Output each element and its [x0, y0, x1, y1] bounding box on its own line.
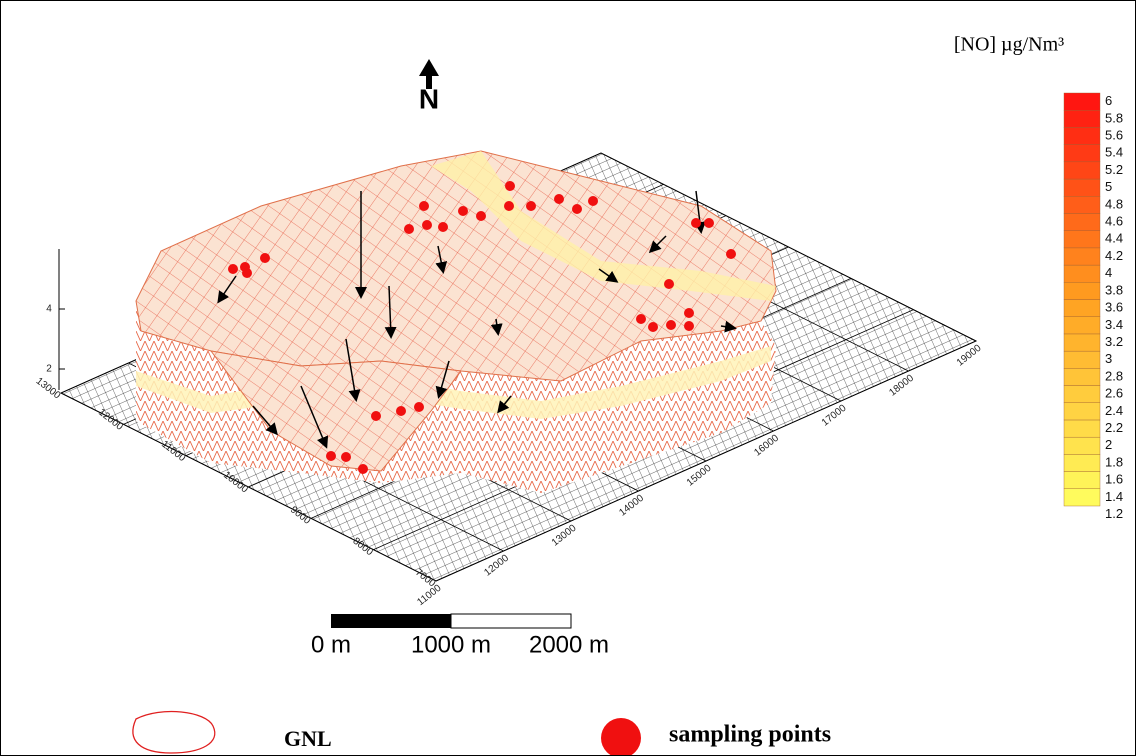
colorbar-label: 2.8: [1105, 368, 1123, 383]
north-label: N: [419, 83, 439, 114]
colorbar-cell: [1063, 144, 1101, 163]
z-tick-label: 4: [46, 304, 52, 315]
scale-label: 2000 m: [529, 631, 609, 658]
grid-line: [435, 340, 977, 582]
colorbar-cell: [1063, 110, 1101, 128]
legend-gnl-shape: [132, 710, 216, 754]
colorbar-label: 3.8: [1105, 282, 1123, 297]
colorbar-cell: [1063, 333, 1101, 352]
colorbar-label: 3.2: [1105, 334, 1123, 349]
colorbar-label: 1.6: [1105, 472, 1123, 487]
wind-arrows: [217, 190, 737, 449]
colorbar-cell: [1063, 161, 1101, 180]
colorbar-cell: [1063, 213, 1101, 231]
colorbar-label: 1.2: [1105, 506, 1123, 521]
colorbar-label: 4.6: [1105, 214, 1123, 229]
scale-bar-white: [450, 613, 572, 629]
legend-point: [601, 718, 641, 755]
colorbar-label: 5.2: [1105, 162, 1123, 177]
colorbar-cell: [1063, 454, 1101, 472]
colorbar-cell: [1063, 471, 1101, 489]
y-tick-label: 13000: [34, 376, 63, 402]
colorbar-cell: [1063, 402, 1101, 421]
colorbar-cell: [1063, 385, 1101, 403]
colorbar-cell: [1063, 178, 1101, 197]
colorbar-cell: [1063, 127, 1101, 145]
sampling-points: [228, 181, 736, 474]
chart-title: [NO] µg/Nm³: [954, 34, 1064, 56]
colorbar-label: 5: [1105, 179, 1112, 194]
colorbar-label: 6: [1105, 93, 1112, 108]
colorbar-label: 4.4: [1105, 231, 1123, 246]
legend-label: sampling points: [669, 722, 831, 748]
scale-label: 1000 m: [411, 631, 491, 658]
colorbar-label: 5.4: [1105, 145, 1123, 160]
colorbar-label: 3.6: [1105, 300, 1123, 315]
colorbar-label: 2.2: [1105, 420, 1123, 435]
scale-label: 0 m: [311, 631, 351, 658]
north-arrow: [419, 59, 439, 89]
colorbar-label: 2: [1105, 437, 1112, 452]
colorbar-cell: [1063, 92, 1101, 111]
colorbar-label: 3.4: [1105, 317, 1123, 332]
colorbar-label: 5.6: [1105, 127, 1123, 142]
colorbar-cell: [1063, 368, 1101, 386]
colorbar-cell: [1063, 419, 1101, 438]
colorbar-label: 1.4: [1105, 489, 1123, 504]
z-tick-label: 2: [46, 364, 52, 375]
colorbar-cell: [1063, 282, 1101, 300]
colorbar-cell: [1063, 264, 1101, 283]
colorbar-label: 4: [1105, 265, 1112, 280]
colorbar-cell: [1063, 436, 1101, 455]
colorbar-cell: [1063, 299, 1101, 317]
colorbar-cell: [1063, 196, 1101, 214]
legend-label: GNL: [284, 726, 332, 751]
colorbar-label: 4.2: [1105, 248, 1123, 263]
colorbar-cell: [1063, 316, 1101, 335]
colorbar-label: 5.8: [1105, 110, 1123, 125]
colorbar-cell: [1063, 488, 1101, 507]
colorbar-label: 2.6: [1105, 386, 1123, 401]
colorbar-label: 4.8: [1105, 196, 1123, 211]
colorbar-label: 3: [1105, 351, 1112, 366]
colorbar-cell: [1063, 350, 1101, 369]
colorbar-cell: [1063, 230, 1101, 249]
surface-ridge: [431, 151, 776, 301]
scale-bar-black: [331, 614, 451, 628]
surface-valley: [209, 350, 462, 472]
colorbar-label: 2.4: [1105, 403, 1123, 418]
colorbar-label: 1.8: [1105, 454, 1123, 469]
colorbar-cell: [1063, 247, 1101, 266]
